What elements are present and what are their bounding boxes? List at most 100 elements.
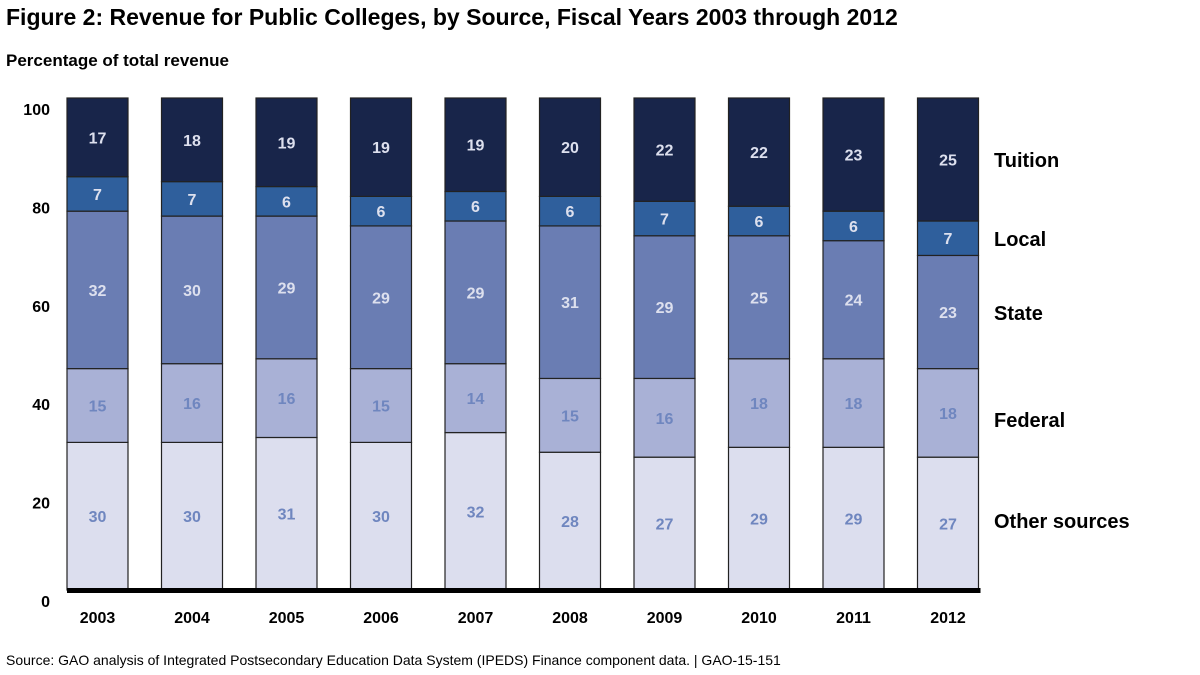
bar-segment-federal	[538, 377, 602, 453]
bar-segment-tuition	[255, 97, 318, 188]
data-label: 19	[278, 135, 296, 152]
data-label: 27	[656, 517, 674, 534]
bar-segment-tuition	[916, 97, 980, 222]
bar-segment-tuition	[727, 97, 791, 207]
bar-segment-state	[255, 215, 318, 360]
data-label: 16	[183, 396, 201, 413]
data-label: 23	[939, 305, 957, 322]
data-label: 6	[849, 219, 858, 236]
data-label: 15	[561, 408, 579, 425]
data-label: 7	[944, 231, 953, 248]
bar-segment-federal	[160, 363, 224, 443]
source-note: Source: GAO analysis of Integrated Posts…	[6, 652, 781, 668]
x-tick-label: 2008	[552, 610, 588, 627]
data-label: 16	[656, 411, 674, 428]
legend-label: Tuition	[994, 150, 1059, 172]
x-tick-label: 2007	[458, 610, 494, 627]
bar-segment-local	[349, 195, 413, 227]
bar-segment-other-sources	[538, 451, 602, 591]
data-label: 32	[467, 504, 485, 521]
data-label: 28	[561, 514, 579, 531]
bar-segment-tuition	[160, 97, 224, 183]
y-tick-label: 60	[32, 299, 50, 316]
bar-segment-tuition	[538, 97, 602, 198]
chart-title: Figure 2: Revenue for Public Colleges, b…	[6, 4, 898, 30]
x-tick-label: 2006	[363, 610, 399, 627]
bar-segment-tuition	[349, 97, 413, 198]
bar-segment-tuition	[633, 97, 696, 202]
bar-segment-state	[444, 220, 507, 365]
data-label: 25	[939, 153, 957, 170]
bar-segment-federal	[349, 368, 413, 444]
data-label: 29	[467, 285, 485, 302]
data-label: 29	[845, 512, 863, 529]
data-label: 24	[845, 293, 863, 310]
data-label: 6	[566, 204, 575, 221]
bar-segment-local	[916, 220, 980, 257]
bar-segment-tuition	[66, 97, 129, 178]
data-label: 29	[656, 300, 674, 317]
bar-segment-federal	[916, 368, 980, 458]
data-label: 30	[183, 509, 201, 526]
bar-segment-local	[822, 210, 885, 242]
bar-segment-state	[66, 210, 129, 370]
y-tick-label: 40	[32, 397, 50, 414]
data-label: 23	[845, 148, 863, 165]
data-label: 30	[372, 509, 390, 526]
bar-segment-federal	[444, 363, 507, 434]
x-tick-label: 2009	[647, 610, 683, 627]
bar-segment-federal	[633, 377, 696, 458]
data-label: 18	[845, 396, 863, 413]
data-label: 6	[471, 199, 480, 216]
data-label: 16	[278, 391, 296, 408]
data-label: 19	[467, 138, 485, 155]
data-label: 31	[278, 507, 296, 524]
bar-segment-state	[822, 240, 885, 360]
bar-segment-other-sources	[255, 436, 318, 591]
data-label: 22	[656, 143, 674, 160]
bar-segment-state	[727, 235, 791, 360]
bar-segment-state	[349, 225, 413, 370]
data-label: 27	[939, 517, 957, 534]
data-label: 25	[750, 290, 768, 307]
x-axis-line	[67, 588, 981, 593]
data-label: 32	[89, 283, 107, 300]
data-label: 6	[282, 194, 291, 211]
x-tick-label: 2012	[930, 610, 966, 627]
data-label: 18	[750, 396, 768, 413]
data-label: 18	[183, 133, 201, 150]
bar-segment-local	[160, 181, 224, 217]
data-label: 15	[89, 399, 107, 416]
bar-segment-federal	[66, 368, 129, 444]
y-tick-label: 80	[32, 200, 50, 217]
data-label: 7	[93, 187, 102, 204]
bar-segment-other-sources	[66, 441, 129, 591]
x-tick-label: 2005	[269, 610, 305, 627]
data-label: 29	[750, 512, 768, 529]
data-label: 22	[750, 145, 768, 162]
bar-segment-other-sources	[349, 441, 413, 591]
data-label: 15	[372, 399, 390, 416]
legend-label: Other sources	[994, 511, 1130, 533]
x-tick-label: 2010	[741, 610, 777, 627]
legend-label: State	[994, 303, 1043, 325]
y-tick-label: 0	[41, 594, 50, 611]
x-tick-label: 2004	[174, 610, 210, 627]
bar-segment-tuition	[444, 97, 507, 193]
data-label: 6	[377, 204, 386, 221]
bar-segment-other-sources	[916, 456, 980, 591]
data-label: 31	[561, 295, 579, 312]
y-tick-label: 20	[32, 496, 50, 513]
legend-label: Federal	[994, 410, 1065, 432]
data-label: 30	[89, 509, 107, 526]
x-tick-label: 2003	[80, 610, 116, 627]
data-label: 30	[183, 283, 201, 300]
data-label: 14	[467, 391, 485, 408]
data-label: 29	[278, 280, 296, 297]
x-tick-label: 2011	[836, 610, 871, 627]
data-label: 20	[561, 140, 579, 157]
data-label: 29	[372, 290, 390, 307]
bar-segment-local	[633, 200, 696, 237]
y-tick-label: 100	[23, 102, 50, 119]
